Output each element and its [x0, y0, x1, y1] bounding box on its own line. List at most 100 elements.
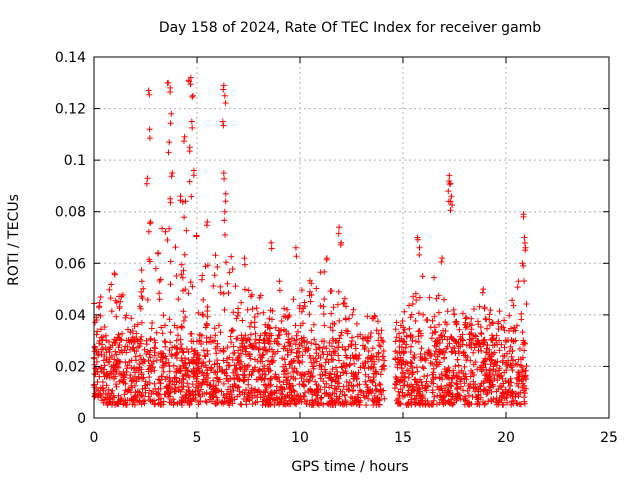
data-point — [226, 269, 233, 276]
data-point — [105, 386, 112, 393]
data-point — [313, 285, 320, 292]
data-point — [111, 375, 117, 382]
data-point — [180, 394, 187, 401]
data-point — [157, 401, 164, 408]
data-point — [190, 354, 197, 361]
data-point — [101, 362, 108, 369]
data-point — [460, 350, 467, 357]
data-point — [254, 389, 261, 396]
data-point — [507, 392, 514, 399]
data-point — [241, 374, 248, 381]
data-point — [377, 343, 384, 350]
data-point — [160, 312, 167, 319]
data-point — [180, 317, 187, 324]
data-point — [512, 393, 519, 400]
data-point — [408, 311, 415, 318]
data-point — [230, 327, 237, 334]
data-point — [468, 315, 475, 322]
data-point — [146, 380, 153, 386]
data-point — [235, 383, 242, 390]
data-point — [419, 400, 426, 407]
data-point — [303, 339, 310, 346]
data-point — [238, 364, 245, 371]
data-point — [204, 370, 211, 377]
data-point — [243, 401, 250, 408]
data-point — [106, 286, 113, 293]
data-point — [300, 334, 307, 341]
data-point — [231, 349, 238, 356]
data-point — [317, 302, 324, 309]
data-point — [266, 330, 273, 337]
data-point — [448, 396, 455, 403]
data-point — [127, 372, 134, 379]
data-point — [237, 391, 243, 398]
data-point — [166, 368, 173, 375]
data-point — [103, 382, 110, 389]
data-point — [143, 180, 150, 187]
data-point — [419, 382, 426, 389]
data-point — [446, 340, 453, 347]
data-point — [262, 371, 269, 378]
data-point — [257, 394, 264, 401]
data-point — [480, 286, 487, 293]
data-point — [118, 377, 125, 384]
data-point — [177, 197, 184, 204]
data-point — [488, 397, 495, 404]
data-point — [206, 358, 213, 365]
data-point — [375, 330, 382, 337]
data-point — [509, 297, 516, 304]
data-point — [276, 378, 283, 385]
data-point — [311, 359, 318, 366]
data-point — [473, 385, 480, 392]
data-point — [392, 356, 399, 363]
data-point — [116, 370, 123, 377]
data-point — [418, 345, 425, 352]
data-point — [162, 376, 169, 383]
data-point — [307, 386, 314, 392]
data-point — [312, 341, 319, 348]
data-point — [477, 324, 484, 330]
data-point — [256, 367, 263, 374]
data-point — [451, 311, 457, 318]
data-point — [233, 335, 240, 342]
data-point — [281, 368, 287, 375]
data-point — [182, 398, 189, 405]
data-point — [224, 280, 231, 287]
data-point — [200, 376, 207, 383]
data-point — [441, 389, 448, 396]
data-point — [362, 378, 369, 385]
data-point — [228, 253, 235, 260]
data-point — [372, 382, 379, 389]
data-point — [239, 317, 246, 324]
data-point — [457, 343, 464, 350]
data-point — [128, 315, 135, 322]
data-point — [204, 313, 211, 320]
data-point — [167, 258, 174, 265]
data-point — [293, 368, 300, 375]
data-point — [397, 357, 404, 364]
data-point — [115, 392, 122, 399]
data-point — [351, 360, 358, 367]
data-point — [198, 341, 204, 347]
data-point — [514, 361, 521, 368]
data-point — [420, 365, 427, 372]
data-point — [281, 367, 288, 374]
data-point — [455, 339, 462, 346]
data-point — [197, 331, 204, 338]
data-point — [444, 367, 451, 374]
data-point — [337, 241, 344, 248]
data-point — [221, 175, 228, 182]
data-point — [187, 81, 194, 88]
data-point — [245, 376, 252, 383]
data-point — [516, 377, 523, 384]
data-point — [198, 369, 205, 376]
data-point — [393, 381, 400, 388]
data-point — [168, 173, 175, 180]
data-point — [224, 344, 231, 351]
data-point — [104, 371, 111, 377]
data-point — [409, 387, 416, 394]
data-point — [262, 347, 269, 354]
data-point — [293, 401, 300, 408]
data-point — [317, 375, 324, 382]
data-point — [454, 386, 461, 393]
